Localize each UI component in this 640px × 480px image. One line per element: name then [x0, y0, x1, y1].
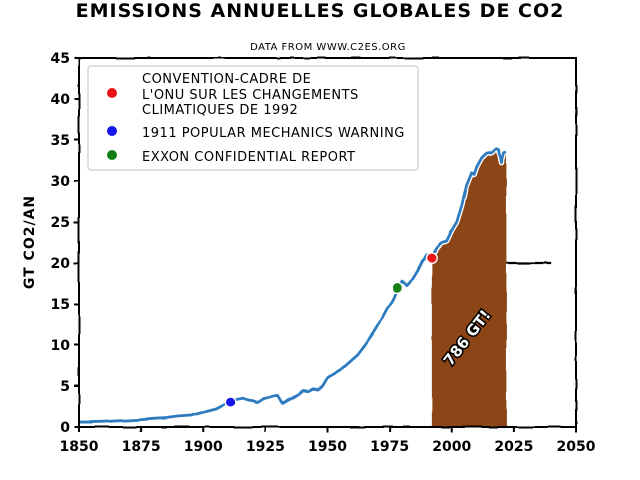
x-tick-label-2025: 2025 [494, 439, 533, 455]
y-tick-label-5: 5 [60, 379, 70, 395]
y-tick-label-30: 30 [51, 174, 71, 190]
x-tick-label-1900: 1900 [184, 439, 223, 455]
x-tick-label-1850: 1850 [60, 439, 99, 455]
legend-marker-1 [107, 126, 117, 136]
event-marker-1 [225, 397, 236, 407]
legend: CONVENTION-CADRE DEL'ONU SUR LES CHANGEM… [87, 65, 419, 171]
y-tick-label-40: 40 [51, 92, 71, 108]
chart-subtitle: DATA FROM WWW.C2ES.ORG [250, 42, 406, 53]
legend-label-2-0: EXXON CONFIDENTIAL REPORT [142, 150, 355, 165]
chart-title: EMISSIONS ANNUELLES GLOBALES DE CO2 [76, 0, 565, 22]
y-tick-label-45: 45 [51, 51, 70, 67]
legend-label-0-1: L'ONU SUR LES CHANGEMENTS [142, 88, 359, 103]
shaded-area [431, 148, 507, 427]
x-tick-label-2000: 2000 [432, 439, 471, 455]
legend-label-0-0: CONVENTION-CADRE DE [142, 72, 311, 87]
series-line [79, 146, 507, 424]
y-axis-label: GT CO2/AN [22, 195, 38, 289]
y-tick-label-20: 20 [51, 256, 71, 272]
legend-marker-2 [107, 150, 117, 160]
x-tick-label-1975: 1975 [370, 439, 409, 455]
x-tick-label-2050: 2050 [557, 439, 596, 455]
legend-label-0-2: CLIMATIQUES DE 1992 [142, 103, 298, 118]
x-tick-label-1925: 1925 [246, 439, 285, 455]
y-tick-label-10: 10 [51, 338, 71, 354]
legend-marker-0 [107, 88, 117, 98]
event-marker-0 [427, 253, 437, 263]
y-tick-label-25: 25 [51, 215, 70, 231]
y-tick-label-35: 35 [51, 133, 70, 149]
x-tick-label-1875: 1875 [122, 439, 161, 455]
y-tick-label-15: 15 [51, 297, 70, 313]
y-tick-label-0: 0 [60, 420, 70, 436]
event-marker-2 [392, 283, 402, 293]
x-tick-label-1950: 1950 [308, 439, 347, 455]
legend-label-1-0: 1911 POPULAR MECHANICS WARNING [142, 126, 405, 141]
legend-box [87, 65, 419, 171]
